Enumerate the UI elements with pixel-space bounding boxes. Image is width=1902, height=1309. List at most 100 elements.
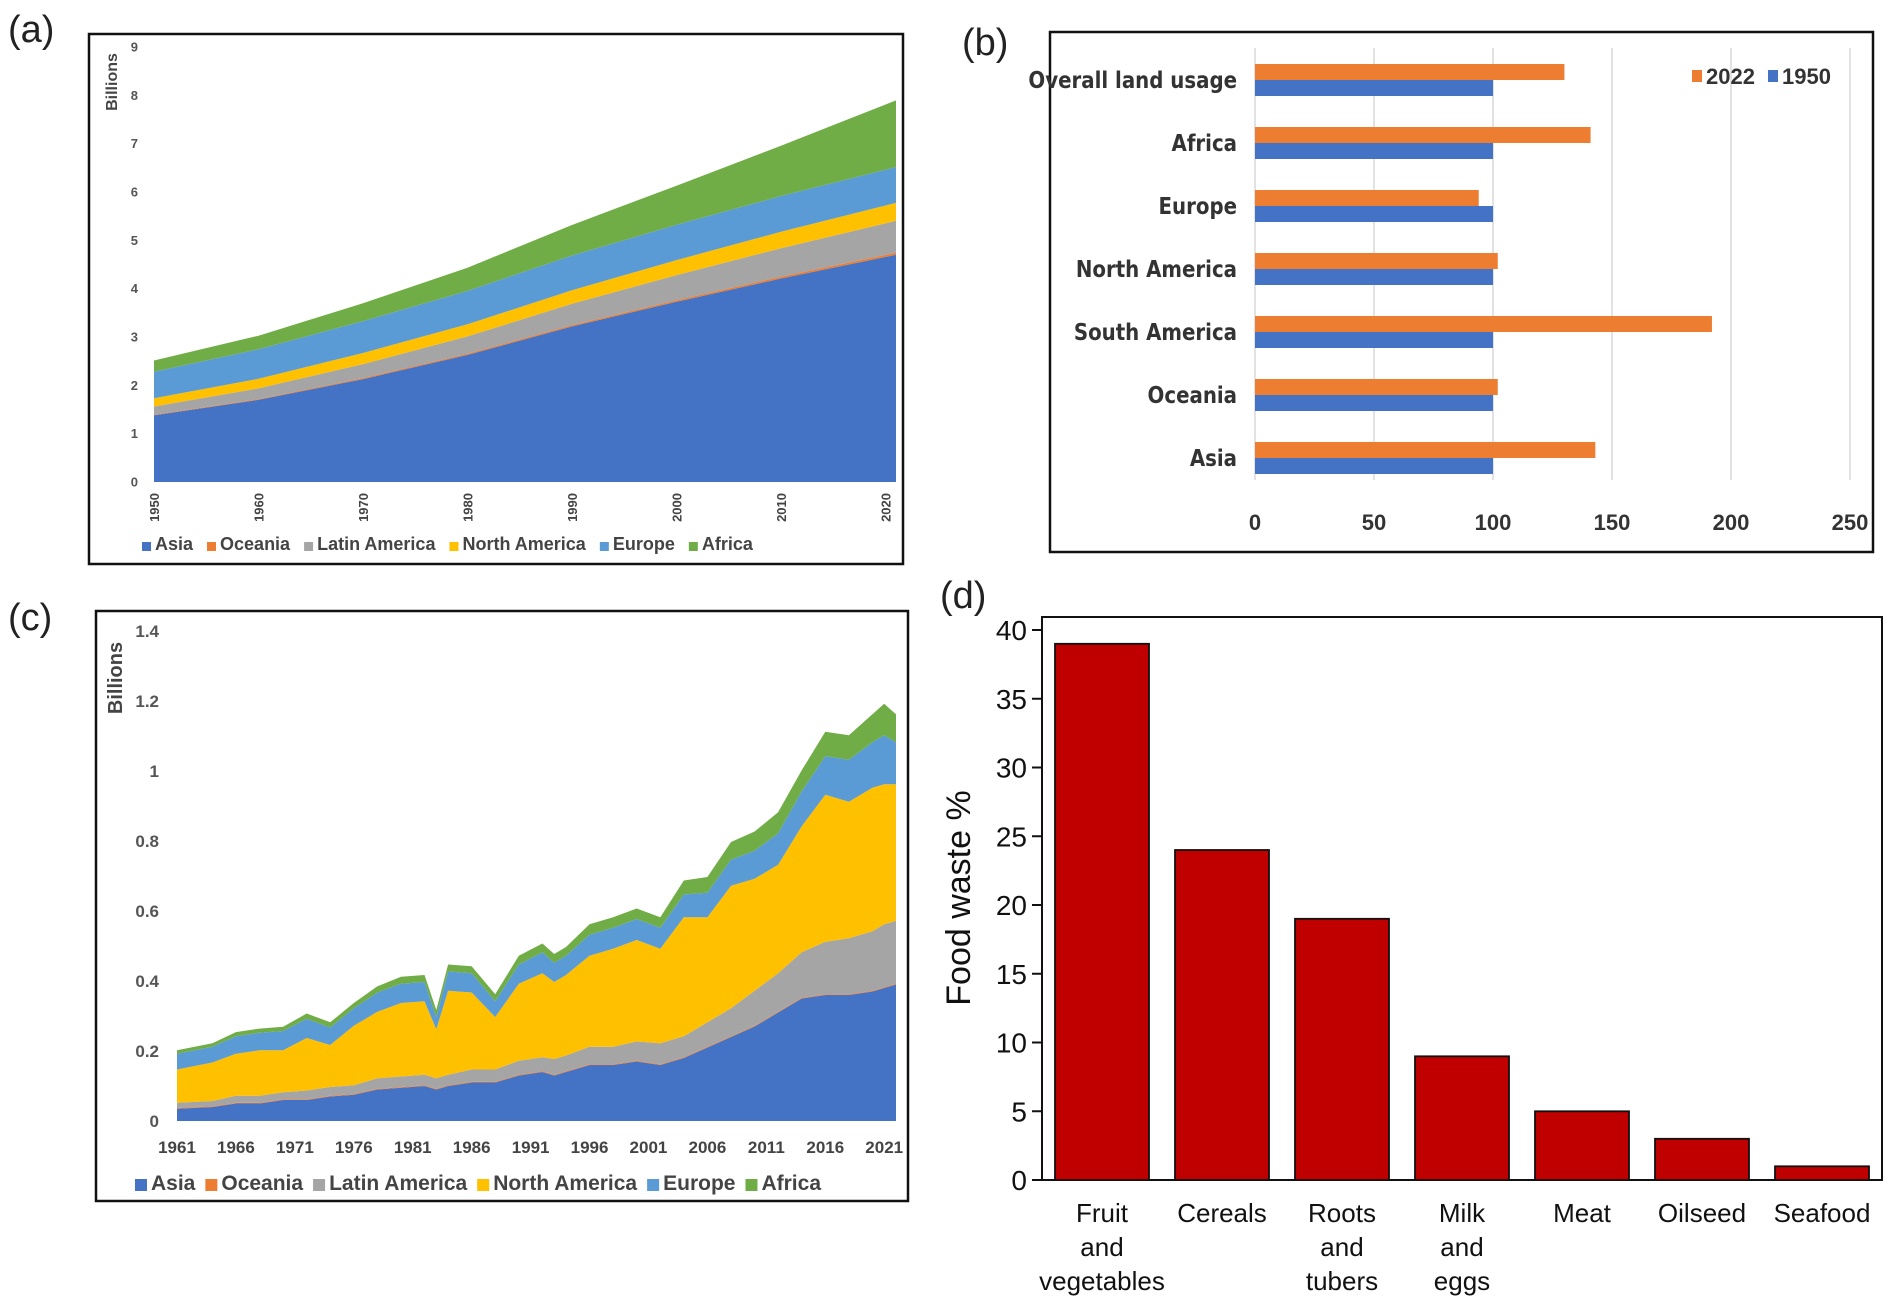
bar-milk-and-eggs <box>1414 1055 1510 1182</box>
bar-1950-south-america <box>1255 332 1493 348</box>
bar-2022-europe <box>1255 190 1479 206</box>
bar-2022-oceania <box>1255 379 1498 395</box>
ytick-label: 0 <box>150 1112 159 1131</box>
xtick-label: 1991 <box>512 1138 550 1157</box>
category-label-oceania: Oceania <box>1148 383 1237 410</box>
legend-label-2022: 2022 <box>1706 64 1755 89</box>
bar-fruit-and-vegetables <box>1054 642 1150 1181</box>
area-asia <box>154 254 896 482</box>
area-north-america <box>177 784 896 1103</box>
ytick-label: 0 <box>1011 1165 1027 1196</box>
area-europe <box>177 735 896 1070</box>
category-label-overall-land-usage: Overall land usage <box>1028 68 1237 95</box>
chart-c-food-production: 0 0.2 0.4 0.6 0.8 1 1.2 1.4 Billions 1961 1966 19… <box>105 622 903 1195</box>
area-asia <box>177 984 896 1121</box>
bar-meat <box>1534 1110 1630 1182</box>
ytick-label: 0.2 <box>135 1042 159 1061</box>
ytick-label: 10 <box>996 1028 1027 1059</box>
ytick-label: 15 <box>996 959 1027 990</box>
legend-label-asia: Asia <box>155 534 194 554</box>
bar-2022-asia <box>1255 442 1596 458</box>
legend-label-europe: Europe <box>663 1172 735 1195</box>
legend-label-latin-america: Latin America <box>329 1172 467 1195</box>
legend-swatch-europe <box>647 1179 660 1191</box>
panel-label-b: (b) <box>962 22 1008 64</box>
ytick-label: 0.8 <box>135 832 159 851</box>
xtick-label: 1980 <box>461 493 476 522</box>
legend-swatch-oceania <box>207 542 217 551</box>
bar-oilseed <box>1654 1137 1750 1182</box>
bar-2022-north-america <box>1255 253 1498 269</box>
legend-label-africa: Africa <box>761 1172 821 1195</box>
panel-label-d: (d) <box>940 575 986 617</box>
chart-d-food-waste: 0 5 10 15 20 25 30 35 40 Food waste % Fruit and ve… <box>940 615 1883 1296</box>
category-label-south-america: South America <box>1074 320 1237 347</box>
ytick-label: 40 <box>996 615 1027 646</box>
ytick-label: 2 <box>131 378 138 393</box>
bar-1950-oceania <box>1255 395 1493 411</box>
area-north-america <box>154 202 896 407</box>
xtick-label: 150 <box>1594 510 1631 535</box>
xtick-label: 2021 <box>865 1138 903 1157</box>
legend-swatch-north-america <box>477 1179 490 1191</box>
legend-label-north-america: North America <box>493 1172 637 1195</box>
chart-d-ylabel: Food waste % <box>940 790 978 1005</box>
legend-label-north-america: North America <box>462 534 586 554</box>
bar-1950-north-america <box>1255 269 1493 285</box>
ytick-label: 6 <box>131 185 138 200</box>
xtick-label: 1970 <box>356 493 371 522</box>
xtick-label: 1961 <box>158 1138 196 1157</box>
bar-roots-and-tubers <box>1294 917 1390 1181</box>
ytick-label: 7 <box>131 136 138 151</box>
bar-2022-africa <box>1255 127 1591 143</box>
category-label-africa: Africa <box>1172 131 1237 158</box>
xtick-label: 1971 <box>276 1138 314 1157</box>
xtick-label: 2016 <box>806 1138 844 1157</box>
xtick-label: 1966 <box>217 1138 255 1157</box>
legend-swatch-north-america <box>449 542 459 551</box>
xtick-label: 1996 <box>571 1138 609 1157</box>
legend-swatch-asia <box>142 542 151 551</box>
xtick-label: 2000 <box>670 493 685 522</box>
panel-label-c: (c) <box>8 597 52 639</box>
xtick-label: 0 <box>1249 510 1261 535</box>
xtick-label: 2006 <box>688 1138 726 1157</box>
legend-label-europe: Europe <box>613 534 675 554</box>
bar-cereals <box>1174 849 1270 1181</box>
category-label-roots-and-tubers: Roots and tubers <box>1306 1198 1378 1296</box>
legend-swatch-africa <box>688 542 698 551</box>
category-label-cereals: Cereals <box>1177 1198 1267 1228</box>
bar-1950-overall-land-usage <box>1255 80 1493 96</box>
xtick-label: 2020 <box>879 493 894 522</box>
ytick-label: 0.6 <box>135 902 159 921</box>
category-label-oilseed: Oilseed <box>1658 1198 1746 1228</box>
ytick-label: 0.4 <box>135 972 159 991</box>
legend-label-africa: Africa <box>702 534 754 554</box>
xtick-label: 1986 <box>453 1138 491 1157</box>
xtick-label: 2001 <box>630 1138 668 1157</box>
xtick-label: 100 <box>1475 510 1512 535</box>
ytick-label: 1.2 <box>135 692 159 711</box>
chart-c-ylabel: Billions <box>105 642 127 714</box>
ytick-label: 30 <box>996 753 1027 784</box>
ytick-label: 35 <box>996 684 1027 715</box>
xtick-label: 200 <box>1713 510 1750 535</box>
xtick-label: 2011 <box>748 1138 785 1157</box>
category-label-meat: Meat <box>1553 1198 1612 1228</box>
legend-label-asia: Asia <box>151 1172 196 1195</box>
bar-1950-africa <box>1255 143 1493 159</box>
ytick-label: 8 <box>131 88 138 103</box>
legend-swatch-latin-america <box>304 542 314 551</box>
legend-label-1950: 1950 <box>1782 64 1831 89</box>
ytick-label: 5 <box>131 233 138 248</box>
ytick-label: 1.4 <box>135 622 159 641</box>
legend-swatch-latin-america <box>313 1179 326 1191</box>
legend-label-latin-america: Latin America <box>317 534 436 554</box>
ytick-label: 3 <box>131 330 138 345</box>
area-latin-america <box>177 920 896 1108</box>
xtick-label: 2010 <box>774 493 789 522</box>
panel-label-a: (a) <box>8 9 54 51</box>
xtick-label: 1960 <box>252 493 267 522</box>
chart-b-land-usage: Overall land usage Africa Europe North Amer… <box>1028 48 1868 535</box>
area-oceania <box>154 252 896 416</box>
